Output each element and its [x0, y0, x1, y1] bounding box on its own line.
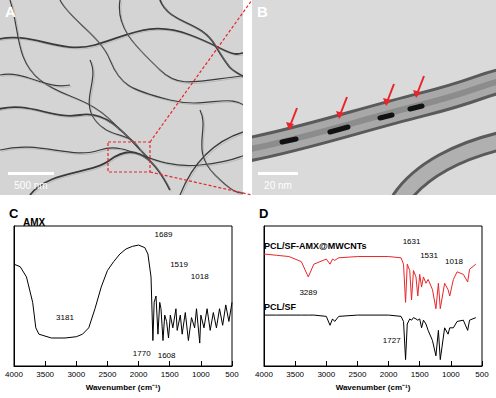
- svg-text:1500: 1500: [161, 370, 179, 379]
- svg-text:500: 500: [475, 370, 489, 379]
- svg-text:1500: 1500: [411, 370, 429, 379]
- svg-text:A: A: [5, 3, 16, 20]
- svg-text:1531: 1531: [420, 251, 438, 260]
- svg-text:PCL/SF-AMX@MWCNTs: PCL/SF-AMX@MWCNTs: [264, 241, 367, 251]
- svg-text:1770: 1770: [133, 349, 151, 358]
- svg-text:500: 500: [225, 370, 239, 379]
- svg-text:4000: 4000: [255, 370, 273, 379]
- svg-text:2500: 2500: [349, 370, 367, 379]
- svg-text:PCL/SF: PCL/SF: [264, 302, 297, 312]
- svg-text:500 nm: 500 nm: [14, 180, 47, 191]
- svg-text:3289: 3289: [299, 288, 317, 297]
- svg-text:1689: 1689: [155, 230, 173, 239]
- svg-text:1018: 1018: [191, 272, 209, 281]
- svg-text:4000: 4000: [5, 370, 23, 379]
- svg-text:2500: 2500: [99, 370, 117, 379]
- svg-text:B: B: [257, 3, 268, 20]
- svg-text:1631: 1631: [403, 237, 421, 246]
- svg-text:20 nm: 20 nm: [264, 180, 292, 191]
- svg-text:1018: 1018: [445, 257, 463, 266]
- svg-text:3500: 3500: [36, 370, 54, 379]
- svg-text:3000: 3000: [67, 370, 85, 379]
- svg-text:1727: 1727: [383, 336, 401, 345]
- svg-text:1519: 1519: [170, 260, 188, 269]
- svg-text:1000: 1000: [442, 370, 460, 379]
- svg-text:1608: 1608: [158, 351, 176, 360]
- svg-text:3500: 3500: [286, 370, 304, 379]
- svg-text:2000: 2000: [130, 370, 148, 379]
- svg-text:1000: 1000: [192, 370, 210, 379]
- svg-text:Wavenumber (cm⁻¹): Wavenumber (cm⁻¹): [86, 383, 161, 392]
- svg-text:3181: 3181: [56, 313, 74, 322]
- svg-text:AMX: AMX: [23, 217, 46, 228]
- svg-text:C: C: [9, 206, 19, 221]
- svg-text:3000: 3000: [317, 370, 335, 379]
- svg-text:2000: 2000: [380, 370, 398, 379]
- svg-text:Wavenumber (cm⁻¹): Wavenumber (cm⁻¹): [336, 383, 411, 392]
- svg-text:D: D: [259, 206, 268, 221]
